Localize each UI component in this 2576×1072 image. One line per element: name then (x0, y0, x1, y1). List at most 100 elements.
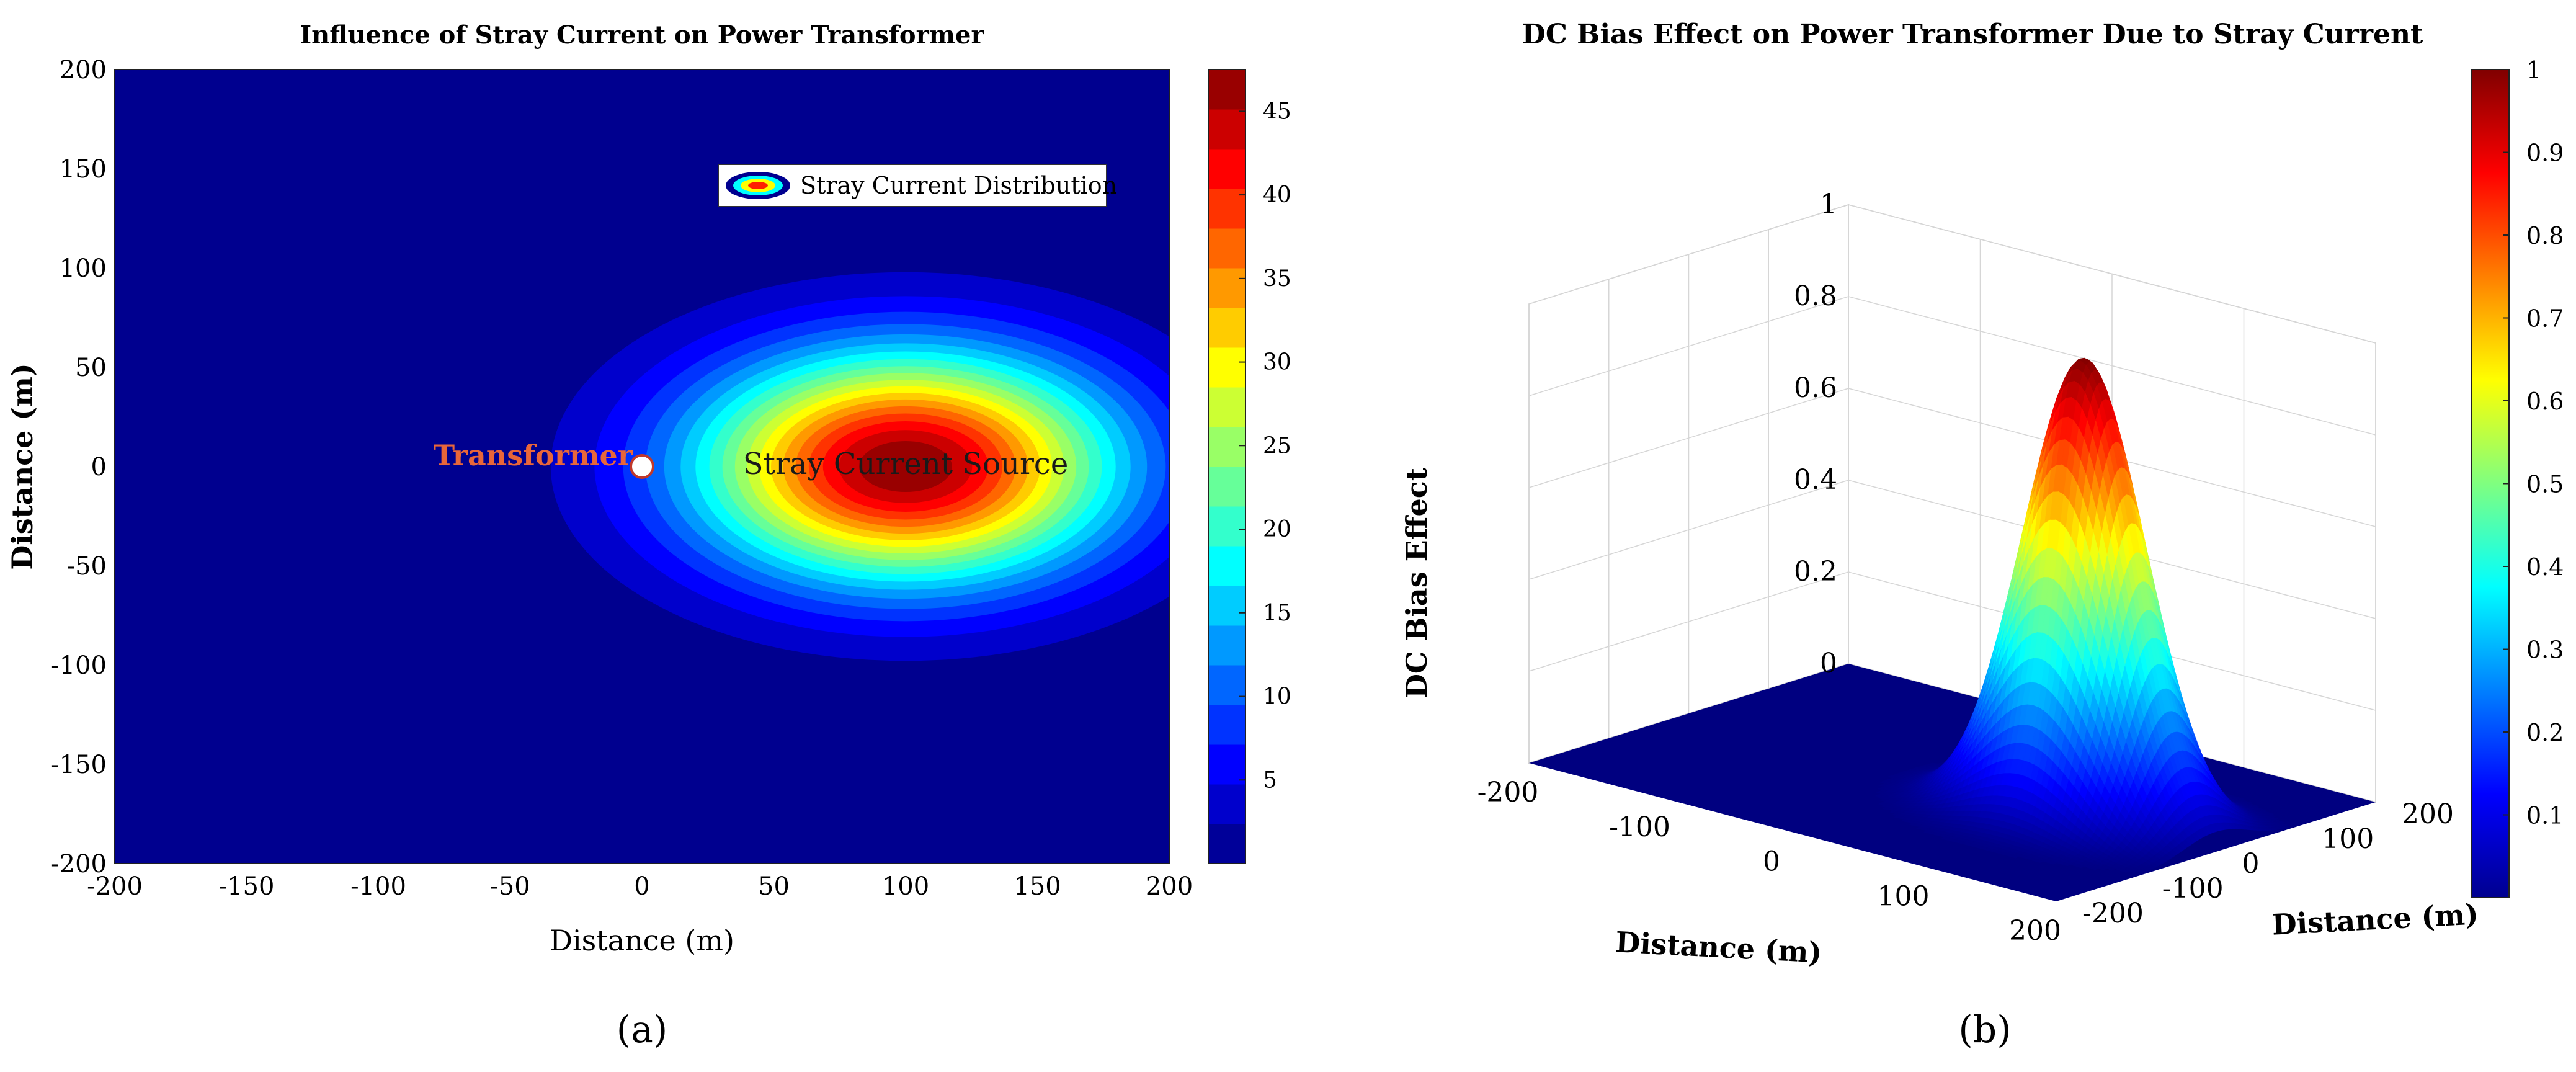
panel-b-colorbar-tick-labels: 0.1 0.2 0.3 0.4 0.5 0.6 0.7 0.8 0.9 1 (2503, 56, 2564, 829)
y-tick-label: 200 (60, 56, 107, 84)
panel-a-x-axis-label: Distance (m) (550, 924, 734, 957)
colorbar-tick-label: 35 (1263, 266, 1291, 292)
y-tick-label: 0 (91, 453, 107, 481)
z-tick-label: 0.2 (1794, 556, 1837, 587)
z-tick-label: 0.6 (1794, 372, 1837, 404)
y-tick-label: 100 (60, 254, 107, 283)
colorbar-band (1208, 546, 1246, 586)
panel-a-colorbar: 5 10 15 20 25 30 35 40 45 (1208, 69, 1291, 864)
colorbar-band (1208, 69, 1246, 110)
x-tick-label: 0 (634, 872, 649, 901)
colorbar-band (1208, 784, 1246, 824)
x-tick-label: 100 (1878, 880, 1930, 912)
colorbar-tick-label: 45 (1263, 99, 1291, 124)
colorbar-band (1208, 427, 1246, 467)
panel-a-legend: Stray Current Distribution (718, 164, 1117, 207)
colorbar-tick-label: 15 (1263, 601, 1291, 626)
y-tick-label: -100 (51, 651, 107, 680)
surface-patch (2128, 869, 2138, 873)
y-tick-label: -200 (2082, 898, 2144, 929)
contour-band (859, 441, 952, 492)
panel-b-colorbar: 0.1 0.2 0.3 0.4 0.5 0.6 0.7 0.8 0.9 1 (2471, 56, 2564, 898)
colorbar-band (1208, 268, 1246, 308)
colorbar-tick-label: 40 (1263, 182, 1291, 208)
colorbar-band (1208, 824, 1246, 864)
x-tick-label: 200 (1146, 872, 1193, 901)
surface-patch (2088, 866, 2099, 870)
colorbar-tick-label: 0.8 (2526, 222, 2564, 249)
surface-patch (2048, 860, 2058, 865)
colorbar-band (1208, 308, 1246, 348)
panel-b-z-axis-label: DC Bias Effect (1400, 467, 1433, 699)
panel-a-colorbar-frame (1208, 69, 1246, 864)
colorbar-band (1208, 665, 1246, 705)
y-tick-label: 200 (2402, 798, 2454, 830)
x-tick-label: 50 (758, 872, 790, 901)
z-tick-label: 0.8 (1794, 280, 1837, 312)
surface-patch (2136, 869, 2147, 873)
panel-a-annotations: Transformer Stray Current Source (434, 439, 1068, 481)
x-tick-label: -50 (490, 872, 530, 901)
y-tick-label: 50 (75, 354, 107, 382)
panel-b-surface (1529, 357, 2376, 901)
colorbar-tick-label: 0.3 (2526, 636, 2564, 664)
surface-patch (2097, 866, 2108, 870)
panel-b-surface-chart: DC Bias Effect on Power Transformer Due … (1400, 19, 2564, 1052)
panel-b-x-axis-label: Distance (m) (1615, 925, 1823, 969)
x-tick-label: -200 (87, 872, 143, 901)
panel-a-contour-bands (551, 272, 1169, 661)
colorbar-band (1208, 347, 1246, 388)
surface-patch (2106, 866, 2116, 871)
panel-b-title: DC Bias Effect on Power Transformer Due … (1522, 19, 2423, 50)
transformer-marker-icon (630, 454, 654, 479)
colorbar-tick-label: 5 (1263, 767, 1277, 793)
surface-patch (2034, 859, 2044, 864)
panel-a-legend-label: Stray Current Distribution (800, 172, 1117, 199)
colorbar-tick-label: 0.7 (2526, 305, 2564, 333)
z-tick-label: 0 (1820, 648, 1837, 679)
surface-patch (2075, 864, 2085, 869)
y-tick-label: 0 (2242, 848, 2260, 880)
panel-a-x-tick-labels: -200 -150 -100 -50 0 50 100 150 200 (87, 872, 1193, 901)
panel-a-y-tick-labels: -200 -150 -100 -50 0 50 100 150 200 (51, 56, 107, 878)
colorbar-band (1208, 586, 1246, 626)
x-tick-label: -100 (1609, 811, 1670, 843)
colorbar-tick-label: 20 (1263, 517, 1291, 542)
panel-a-y-axis-label: Distance (m) (6, 363, 39, 570)
x-tick-label: 150 (1014, 872, 1061, 901)
panel-a-contour-chart: Influence of Stray Current on Power Tran… (6, 20, 1291, 1052)
colorbar-tick-label: 0.2 (2526, 719, 2564, 746)
colorbar-tick-label: 25 (1263, 433, 1291, 458)
colorbar-tick-label: 0.5 (2526, 471, 2564, 498)
x-tick-label: -200 (1477, 777, 1539, 808)
panel-a-colorbar-bands (1208, 69, 1246, 864)
colorbar-band (1208, 705, 1246, 745)
colorbar-band (1208, 387, 1246, 427)
x-tick-label: -150 (219, 872, 275, 901)
stray-current-source-label: Stray Current Source (743, 447, 1068, 481)
contour-swatch-icon (726, 172, 790, 199)
colorbar-band (1208, 149, 1246, 189)
x-tick-label: 100 (882, 872, 929, 901)
x-tick-label: 200 (2009, 915, 2061, 947)
y-tick-label: 150 (60, 155, 107, 184)
transformer-label: Transformer (434, 439, 633, 472)
colorbar-band (1208, 625, 1246, 666)
colorbar-tick-label: 10 (1263, 684, 1291, 710)
colorbar-tick-label: 30 (1263, 350, 1291, 375)
surface-patch (2119, 869, 2129, 873)
x-tick-label: -100 (350, 872, 406, 901)
colorbar-band (1208, 228, 1246, 269)
colorbar-tick-label: 0.9 (2526, 140, 2564, 167)
y-tick-label: -150 (51, 751, 107, 779)
y-tick-label: -200 (51, 850, 107, 878)
y-tick-label: 100 (2322, 823, 2374, 855)
colorbar-tick-label: 0.6 (2526, 388, 2564, 415)
surface-patch (2061, 862, 2072, 867)
colorbar-band (1208, 467, 1246, 507)
z-tick-label: 1 (1820, 189, 1837, 220)
colorbar-tick-label: 0.1 (2526, 802, 2564, 829)
surface-patch (2010, 854, 2020, 859)
panel-a-caption: (a) (617, 1008, 668, 1052)
